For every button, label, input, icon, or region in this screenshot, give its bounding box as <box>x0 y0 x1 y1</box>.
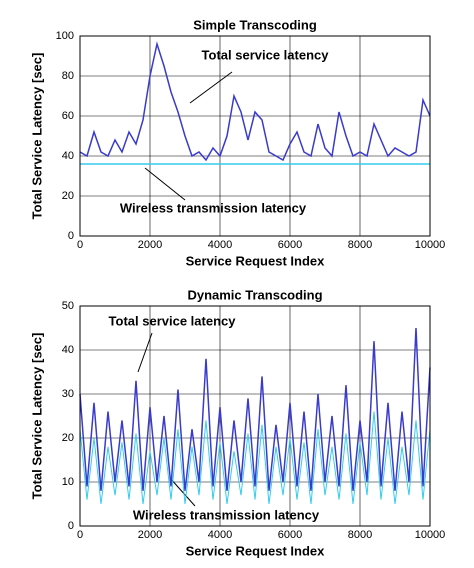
x-tick-label: 6000 <box>278 239 302 251</box>
y-tick-label: 80 <box>62 70 74 82</box>
chart-title: Dynamic Transcoding <box>187 287 322 302</box>
y-axis-label: Total Service Latency [sec] <box>29 53 44 220</box>
x-tick-label: 4000 <box>208 529 232 541</box>
x-axis-label: Service Request Index <box>186 543 325 558</box>
x-tick-label: 10000 <box>415 529 446 541</box>
y-axis-label: Total Service Latency [sec] <box>29 333 44 500</box>
annotation: Total service latency <box>202 47 330 62</box>
y-tick-label: 40 <box>62 344 74 356</box>
plot-frame <box>79 35 431 237</box>
y-tick-label: 40 <box>62 150 74 162</box>
arrow <box>189 71 233 104</box>
y-tick-label: 50 <box>62 300 74 312</box>
annotation: Wireless transmission latency <box>120 200 307 215</box>
x-tick-label: 10000 <box>415 239 446 251</box>
x-tick-label: 2000 <box>138 529 162 541</box>
y-tick-label: 60 <box>62 110 74 122</box>
x-tick-label: 2000 <box>138 239 162 251</box>
annotation: Total service latency <box>109 313 237 328</box>
y-tick-label: 0 <box>68 520 74 532</box>
arrow <box>137 332 153 373</box>
y-tick-label: 10 <box>62 476 74 488</box>
y-tick-label: 100 <box>56 30 74 42</box>
series-line <box>79 327 431 491</box>
y-tick-label: 20 <box>62 190 74 202</box>
y-tick-label: 0 <box>68 230 74 242</box>
plot-frame <box>79 305 431 527</box>
x-tick-label: 0 <box>77 529 83 541</box>
x-tick-label: 4000 <box>208 239 232 251</box>
x-tick-label: 8000 <box>348 239 372 251</box>
arrow <box>169 477 196 507</box>
series-line <box>79 41 431 162</box>
series-line <box>79 411 431 505</box>
y-tick-label: 20 <box>62 432 74 444</box>
y-tick-label: 30 <box>62 388 74 400</box>
arrow <box>144 167 186 201</box>
x-tick-label: 0 <box>77 239 83 251</box>
x-tick-label: 6000 <box>278 529 302 541</box>
x-axis-label: Service Request Index <box>186 253 325 268</box>
annotation: Wireless transmission latency <box>133 507 320 522</box>
x-tick-label: 8000 <box>348 529 372 541</box>
chart-title: Simple Transcoding <box>193 17 317 32</box>
